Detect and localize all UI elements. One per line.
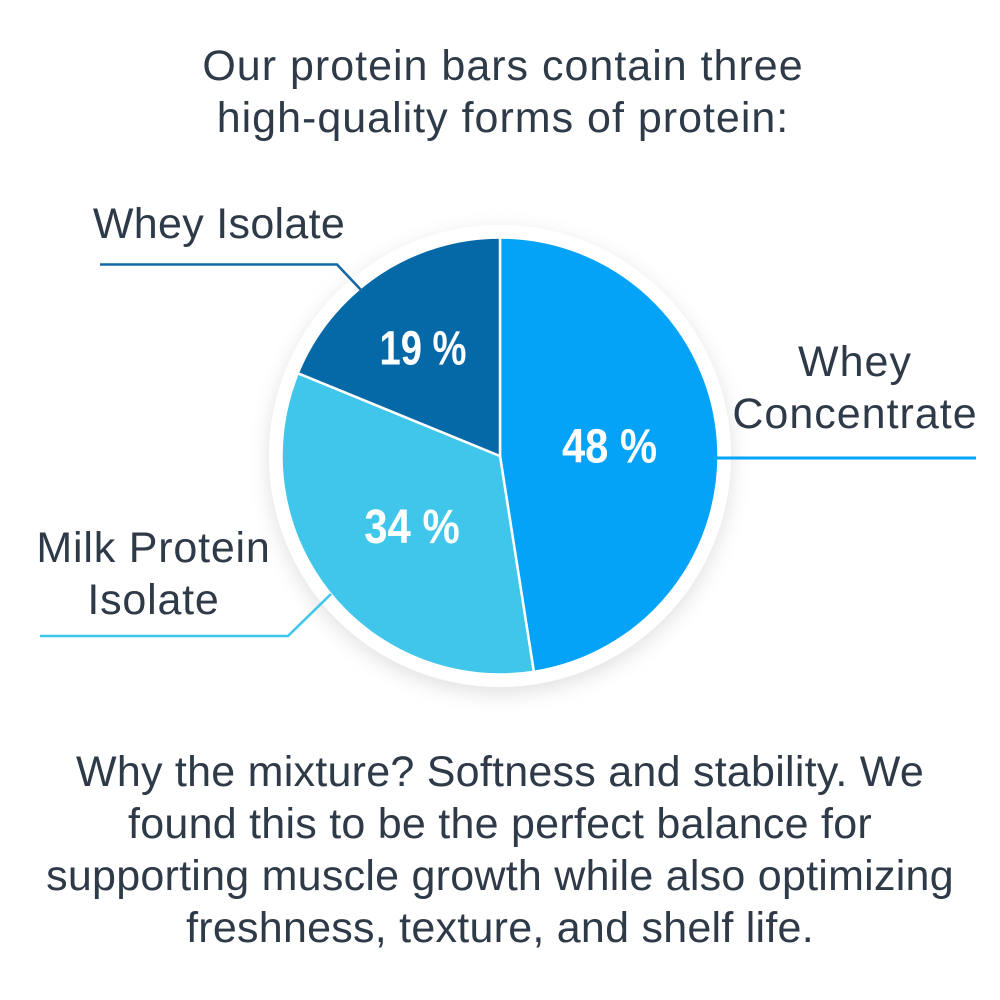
svg-text:48 %: 48 %	[562, 421, 657, 474]
svg-text:34 %: 34 %	[364, 501, 460, 554]
svg-text:19 %: 19 %	[380, 323, 467, 376]
